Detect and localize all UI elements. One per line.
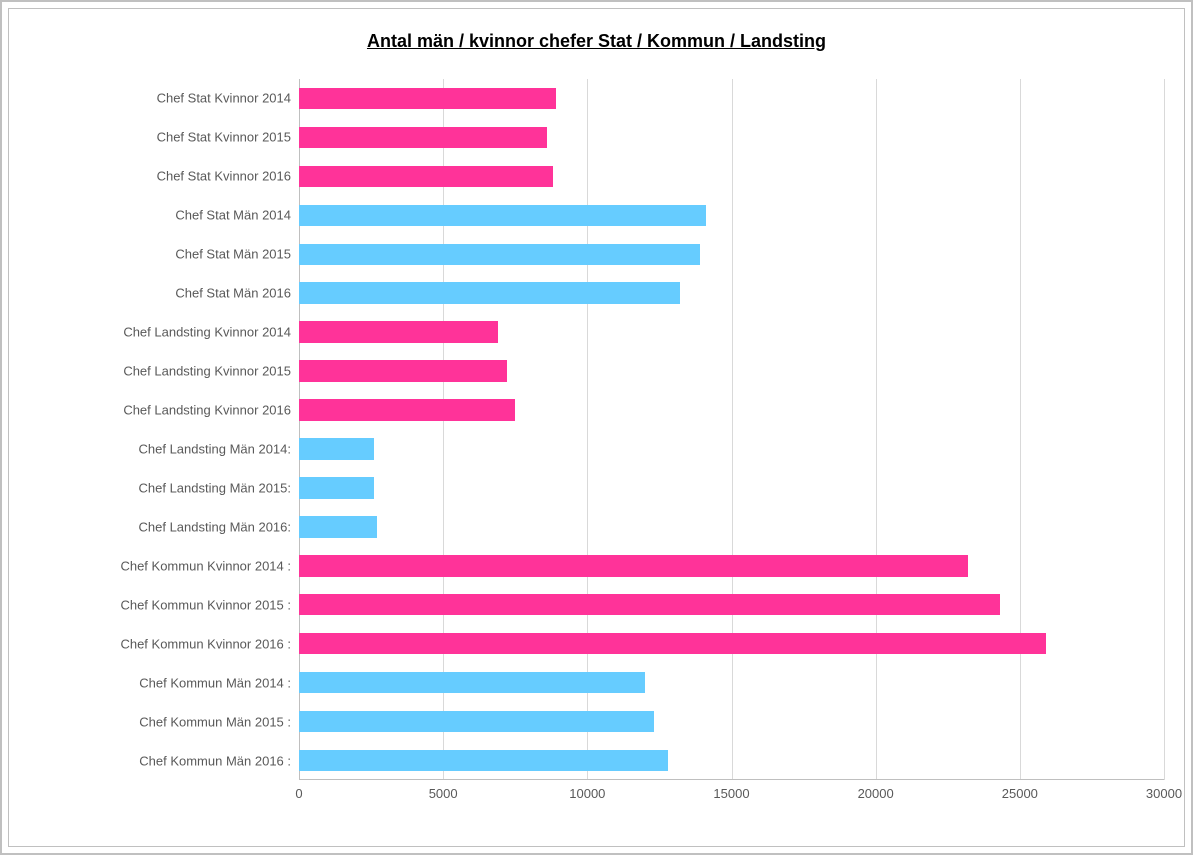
y-tick-label: Chef Landsting Kvinnor 2016	[123, 403, 299, 418]
bar-row	[299, 516, 1164, 537]
x-tick-label: 0	[295, 780, 302, 801]
y-tick-label: Chef Landsting Kvinnor 2015	[123, 364, 299, 379]
bar	[299, 321, 498, 342]
bar-row	[299, 711, 1164, 732]
y-tick-label: Chef Stat Män 2014	[175, 208, 299, 223]
y-tick-label: Chef Kommun Män 2015 :	[139, 714, 299, 729]
bar	[299, 594, 1000, 615]
bar-row	[299, 633, 1164, 654]
y-tick-label: Chef Kommun Kvinnor 2016 :	[120, 636, 299, 651]
y-tick-label: Chef Kommun Män 2016 :	[139, 753, 299, 768]
bar-row	[299, 88, 1164, 109]
x-tick-label: 15000	[713, 780, 749, 801]
x-tick-label: 20000	[858, 780, 894, 801]
bar-row	[299, 282, 1164, 303]
bar	[299, 672, 645, 693]
bar	[299, 360, 507, 381]
bar-row	[299, 360, 1164, 381]
plot-wrap: Chef Stat Kvinnor 2014 Chef Stat Kvinnor …	[49, 79, 1164, 808]
bar	[299, 244, 700, 265]
bar-row	[299, 127, 1164, 148]
x-axis-line	[299, 779, 1164, 780]
bar	[299, 399, 515, 420]
y-tick-label: Chef Stat Kvinnor 2015	[157, 130, 299, 145]
y-tick-label: Chef Stat Kvinnor 2016	[157, 169, 299, 184]
bar	[299, 516, 377, 537]
x-tick-label: 5000	[429, 780, 458, 801]
bar	[299, 282, 680, 303]
y-axis-labels: Chef Stat Kvinnor 2014 Chef Stat Kvinnor …	[49, 79, 299, 780]
bar	[299, 477, 374, 498]
bar-row	[299, 555, 1164, 576]
chart-inner-frame: Antal män / kvinnor chefer Stat / Kommun…	[8, 8, 1185, 847]
chart-outer-frame: Antal män / kvinnor chefer Stat / Kommun…	[0, 0, 1193, 855]
bar-row	[299, 750, 1164, 771]
bar-row	[299, 166, 1164, 187]
y-tick-label: Chef Stat Män 2016	[175, 286, 299, 301]
bar	[299, 711, 654, 732]
bar-row	[299, 672, 1164, 693]
chart-title: Antal män / kvinnor chefer Stat / Kommun…	[9, 31, 1184, 52]
bar-row	[299, 438, 1164, 459]
bar	[299, 88, 556, 109]
bar-row	[299, 477, 1164, 498]
bar	[299, 633, 1046, 654]
bar	[299, 750, 668, 771]
bar-row	[299, 244, 1164, 265]
bar	[299, 127, 547, 148]
bar-row	[299, 399, 1164, 420]
x-tick-label: 25000	[1002, 780, 1038, 801]
y-tick-label: Chef Kommun Kvinnor 2015 :	[120, 597, 299, 612]
plot-area: 050001000015000200002500030000	[299, 79, 1164, 780]
y-tick-label: Chef Kommun Män 2014 :	[139, 675, 299, 690]
bar-row	[299, 321, 1164, 342]
y-tick-label: Chef Stat Kvinnor 2014	[157, 91, 299, 106]
bar-row	[299, 205, 1164, 226]
bar	[299, 166, 553, 187]
gridline	[1164, 79, 1165, 780]
y-tick-label: Chef Landsting Män 2014:	[139, 441, 300, 456]
x-tick-label: 10000	[569, 780, 605, 801]
x-tick-label: 30000	[1146, 780, 1182, 801]
y-tick-label: Chef Kommun Kvinnor 2014 :	[120, 558, 299, 573]
bar	[299, 438, 374, 459]
y-tick-label: Chef Landsting Män 2015:	[139, 480, 300, 495]
bar-row	[299, 594, 1164, 615]
bar	[299, 555, 968, 576]
y-tick-label: Chef Landsting Män 2016:	[139, 519, 300, 534]
y-tick-label: Chef Stat Män 2015	[175, 247, 299, 262]
y-tick-label: Chef Landsting Kvinnor 2014	[123, 325, 299, 340]
bar	[299, 205, 706, 226]
